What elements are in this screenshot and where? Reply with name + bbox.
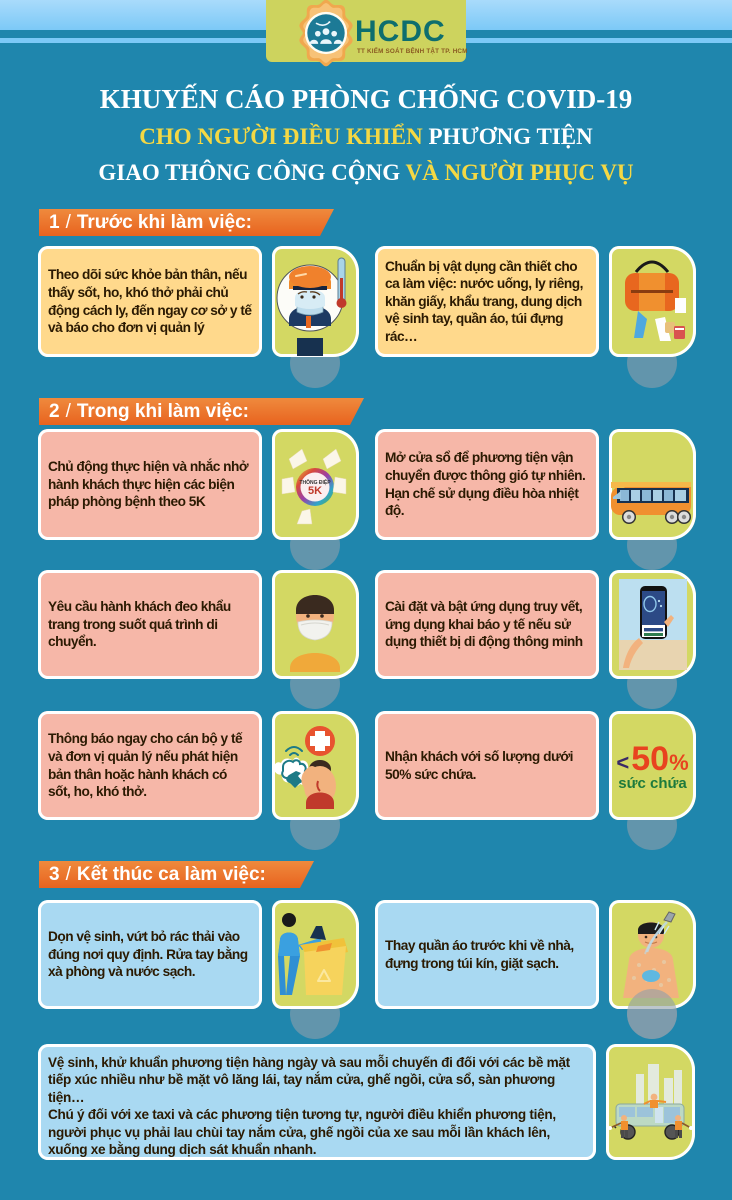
- svg-text:5K: 5K: [308, 485, 322, 497]
